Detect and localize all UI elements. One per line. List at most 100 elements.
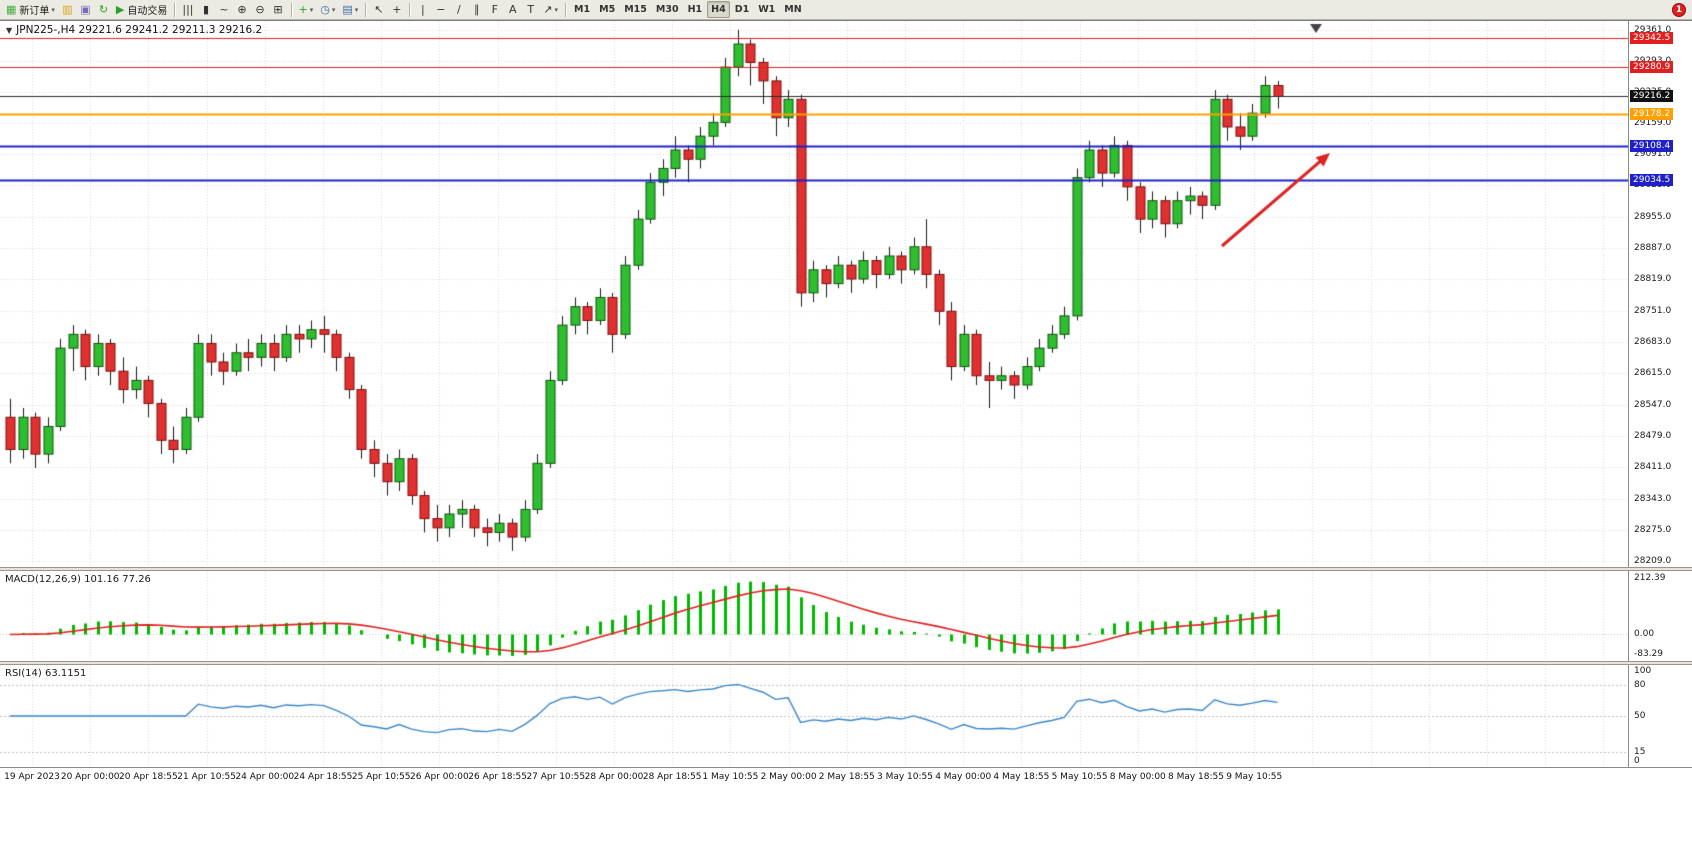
trendline-button[interactable]: / <box>450 1 467 18</box>
main-chart-canvas[interactable] <box>0 21 1628 567</box>
macd-label: MACD(12,26,9) 101.16 77.26 <box>5 574 151 585</box>
time-axis-label: 8 May 00:00 <box>1109 772 1166 782</box>
chart-profiles-button[interactable]: ▥ <box>59 1 76 18</box>
rsi-axis-label: 80 <box>1634 680 1646 691</box>
price-badge: 29034.5 <box>1630 174 1674 187</box>
tile-windows-icon: ⊞ <box>273 3 283 16</box>
cursor-arrow-icon: ↖ <box>374 3 384 16</box>
macd-axis-label: 0.00 <box>1634 628 1655 639</box>
timeframe-d1-button[interactable]: D1 <box>734 4 750 15</box>
timeframe-h4-button[interactable]: H4 <box>707 1 730 18</box>
price-axis-label: 28479.0 <box>1634 431 1672 442</box>
chart-title: ▼ JPN225-,H4 29221.6 29241.2 29211.3 292… <box>6 24 262 36</box>
time-axis-label: 8 May 18:55 <box>1168 772 1224 782</box>
time-axis[interactable]: 19 Apr 2023 20 Apr 00:00 20 Apr 18:55 21 Ap… <box>0 767 1692 787</box>
bar-chart-style-button[interactable]: ||| <box>179 1 196 18</box>
price-axis[interactable]: 29361.029293.029225.029159.029091.029023… <box>1628 21 1692 567</box>
price-axis-label: 29361.0 <box>1634 24 1672 35</box>
data-window-icon: ▣ <box>80 3 91 16</box>
macd-indicator-canvas[interactable] <box>0 571 1628 661</box>
time-axis-label: 2 May 18:55 <box>818 772 875 782</box>
channel-icon: ∥ <box>474 3 480 16</box>
rsi-axis-label: 15 <box>1634 746 1646 757</box>
autotrade-play-icon: ▶ <box>115 3 125 16</box>
price-axis-label: 28887.0 <box>1634 243 1672 254</box>
time-axis-label: 24 Apr 00:00 <box>235 772 295 782</box>
timeframe-m1-button[interactable]: M1 <box>574 4 591 15</box>
fibonacci-button[interactable]: F <box>486 1 503 18</box>
timeframe-h1-button[interactable]: H1 <box>687 4 703 15</box>
timeframe-mn-button[interactable]: MN <box>784 4 802 15</box>
dropdown-arrow-icon: ▾ <box>51 5 55 14</box>
cursor-button[interactable]: ↖ <box>370 1 387 18</box>
price-axis-label: 28615.0 <box>1634 368 1672 379</box>
dropdown-arrow-icon: ▾ <box>309 5 314 14</box>
time-axis-label: 9 May 10:55 <box>1226 772 1283 782</box>
time-axis-label: 3 May 10:55 <box>877 772 933 782</box>
rsi-axis-label: 50 <box>1634 711 1646 721</box>
panel-splitter-rsi[interactable] <box>0 661 1692 665</box>
text-label-button[interactable]: T <box>522 1 539 18</box>
time-axis-label: 2 May 00:00 <box>760 772 817 782</box>
rsi-axis-label: 100 <box>1634 666 1652 676</box>
templates-button[interactable]: ▤ ▾ <box>339 1 361 18</box>
timeframe-m5-button[interactable]: M5 <box>599 4 616 15</box>
timeframe-m15-button[interactable]: M15 <box>624 4 647 15</box>
add-indicator-icon: + <box>298 3 308 16</box>
arrows-button[interactable]: ↗ ▾ <box>540 1 561 18</box>
candlestick-style-button[interactable]: ▮ <box>198 1 215 18</box>
periods-button[interactable]: ◷ ▾ <box>317 1 338 18</box>
zoom-out-icon: ⊖ <box>255 3 265 16</box>
timeframe-m30-button[interactable]: M30 <box>655 4 679 15</box>
price-axis-label: 29091.0 <box>1634 149 1672 160</box>
time-axis-label: 4 May 00:00 <box>935 772 992 782</box>
chart-window: ▼ JPN225-,H4 29221.6 29241.2 29211.3 292… <box>0 20 1692 787</box>
time-axis-label: 20 Apr 18:55 <box>119 772 178 782</box>
tile-windows-button[interactable]: ⊞ <box>270 1 287 18</box>
price-axis-label: 28955.0 <box>1634 211 1672 222</box>
time-axis-label: 26 Apr 18:55 <box>468 772 527 782</box>
time-axis-label: 19 Apr 2023 <box>4 772 60 782</box>
vertical-line-button[interactable]: | <box>414 1 431 18</box>
dropdown-arrow-icon: ▾ <box>554 5 559 14</box>
panel-splitter-macd[interactable] <box>0 567 1692 571</box>
clock-icon: ◷ <box>320 3 330 16</box>
text-label-icon: T <box>527 3 535 16</box>
timeframe-w1-button[interactable]: W1 <box>758 4 776 15</box>
new-order-button-label: 新订单 <box>19 6 50 17</box>
arrow-objects-icon: ↗ <box>543 3 553 16</box>
ohlc-bars-icon: ||| <box>182 3 194 16</box>
crosshair-button[interactable]: + <box>388 1 405 18</box>
line-chart-icon: ~ <box>219 3 229 16</box>
autotrade-button[interactable]: ▶ 自动交易 <box>113 1 170 18</box>
new-order-button[interactable]: ▦ 新订单 ▾ <box>3 1 58 18</box>
price-badge: 29108.4 <box>1630 140 1674 153</box>
text-button[interactable]: A <box>504 1 521 18</box>
trendline-icon: / <box>456 3 461 16</box>
indicators-button[interactable]: + ▾ <box>296 1 317 18</box>
line-chart-style-button[interactable]: ~ <box>216 1 233 18</box>
macd-axis-label: 212.39 <box>1634 573 1666 583</box>
time-axis-label: 20 Apr 00:00 <box>60 772 120 782</box>
horizontal-line-button[interactable]: − <box>432 1 449 18</box>
macd-axis-label: -83.29 <box>1634 649 1664 659</box>
rsi-label: RSI(14) 63.1151 <box>5 668 87 679</box>
macd-axis: 212.39 0.00 -83.29 <box>1628 571 1692 661</box>
notification-badge[interactable]: 1 <box>1672 2 1686 17</box>
zoom-out-button[interactable]: ⊖ <box>252 1 269 18</box>
price-axis-label: 28209.0 <box>1634 555 1672 566</box>
text-icon: A <box>509 3 517 16</box>
zoom-in-button[interactable]: ⊕ <box>234 1 251 18</box>
time-axis-label: 24 Apr 18:55 <box>293 772 353 782</box>
rsi-indicator-canvas[interactable] <box>0 665 1628 767</box>
time-axis-label: 4 May 18:55 <box>993 772 1050 782</box>
chart-dropdown-icon[interactable]: ▼ <box>6 25 13 35</box>
vertical-line-icon: | <box>420 3 425 16</box>
data-window-button[interactable]: ▣ <box>77 1 94 18</box>
refresh-button[interactable]: ↻ <box>95 1 112 18</box>
price-axis-label: 28683.0 <box>1634 337 1672 348</box>
autotrade-button-label: 自动交易 <box>127 6 168 17</box>
channel-button[interactable]: ∥ <box>468 1 485 18</box>
price-badge: 29216.2 <box>1630 90 1674 103</box>
time-axis-label: 27 Apr 10:55 <box>526 772 586 782</box>
